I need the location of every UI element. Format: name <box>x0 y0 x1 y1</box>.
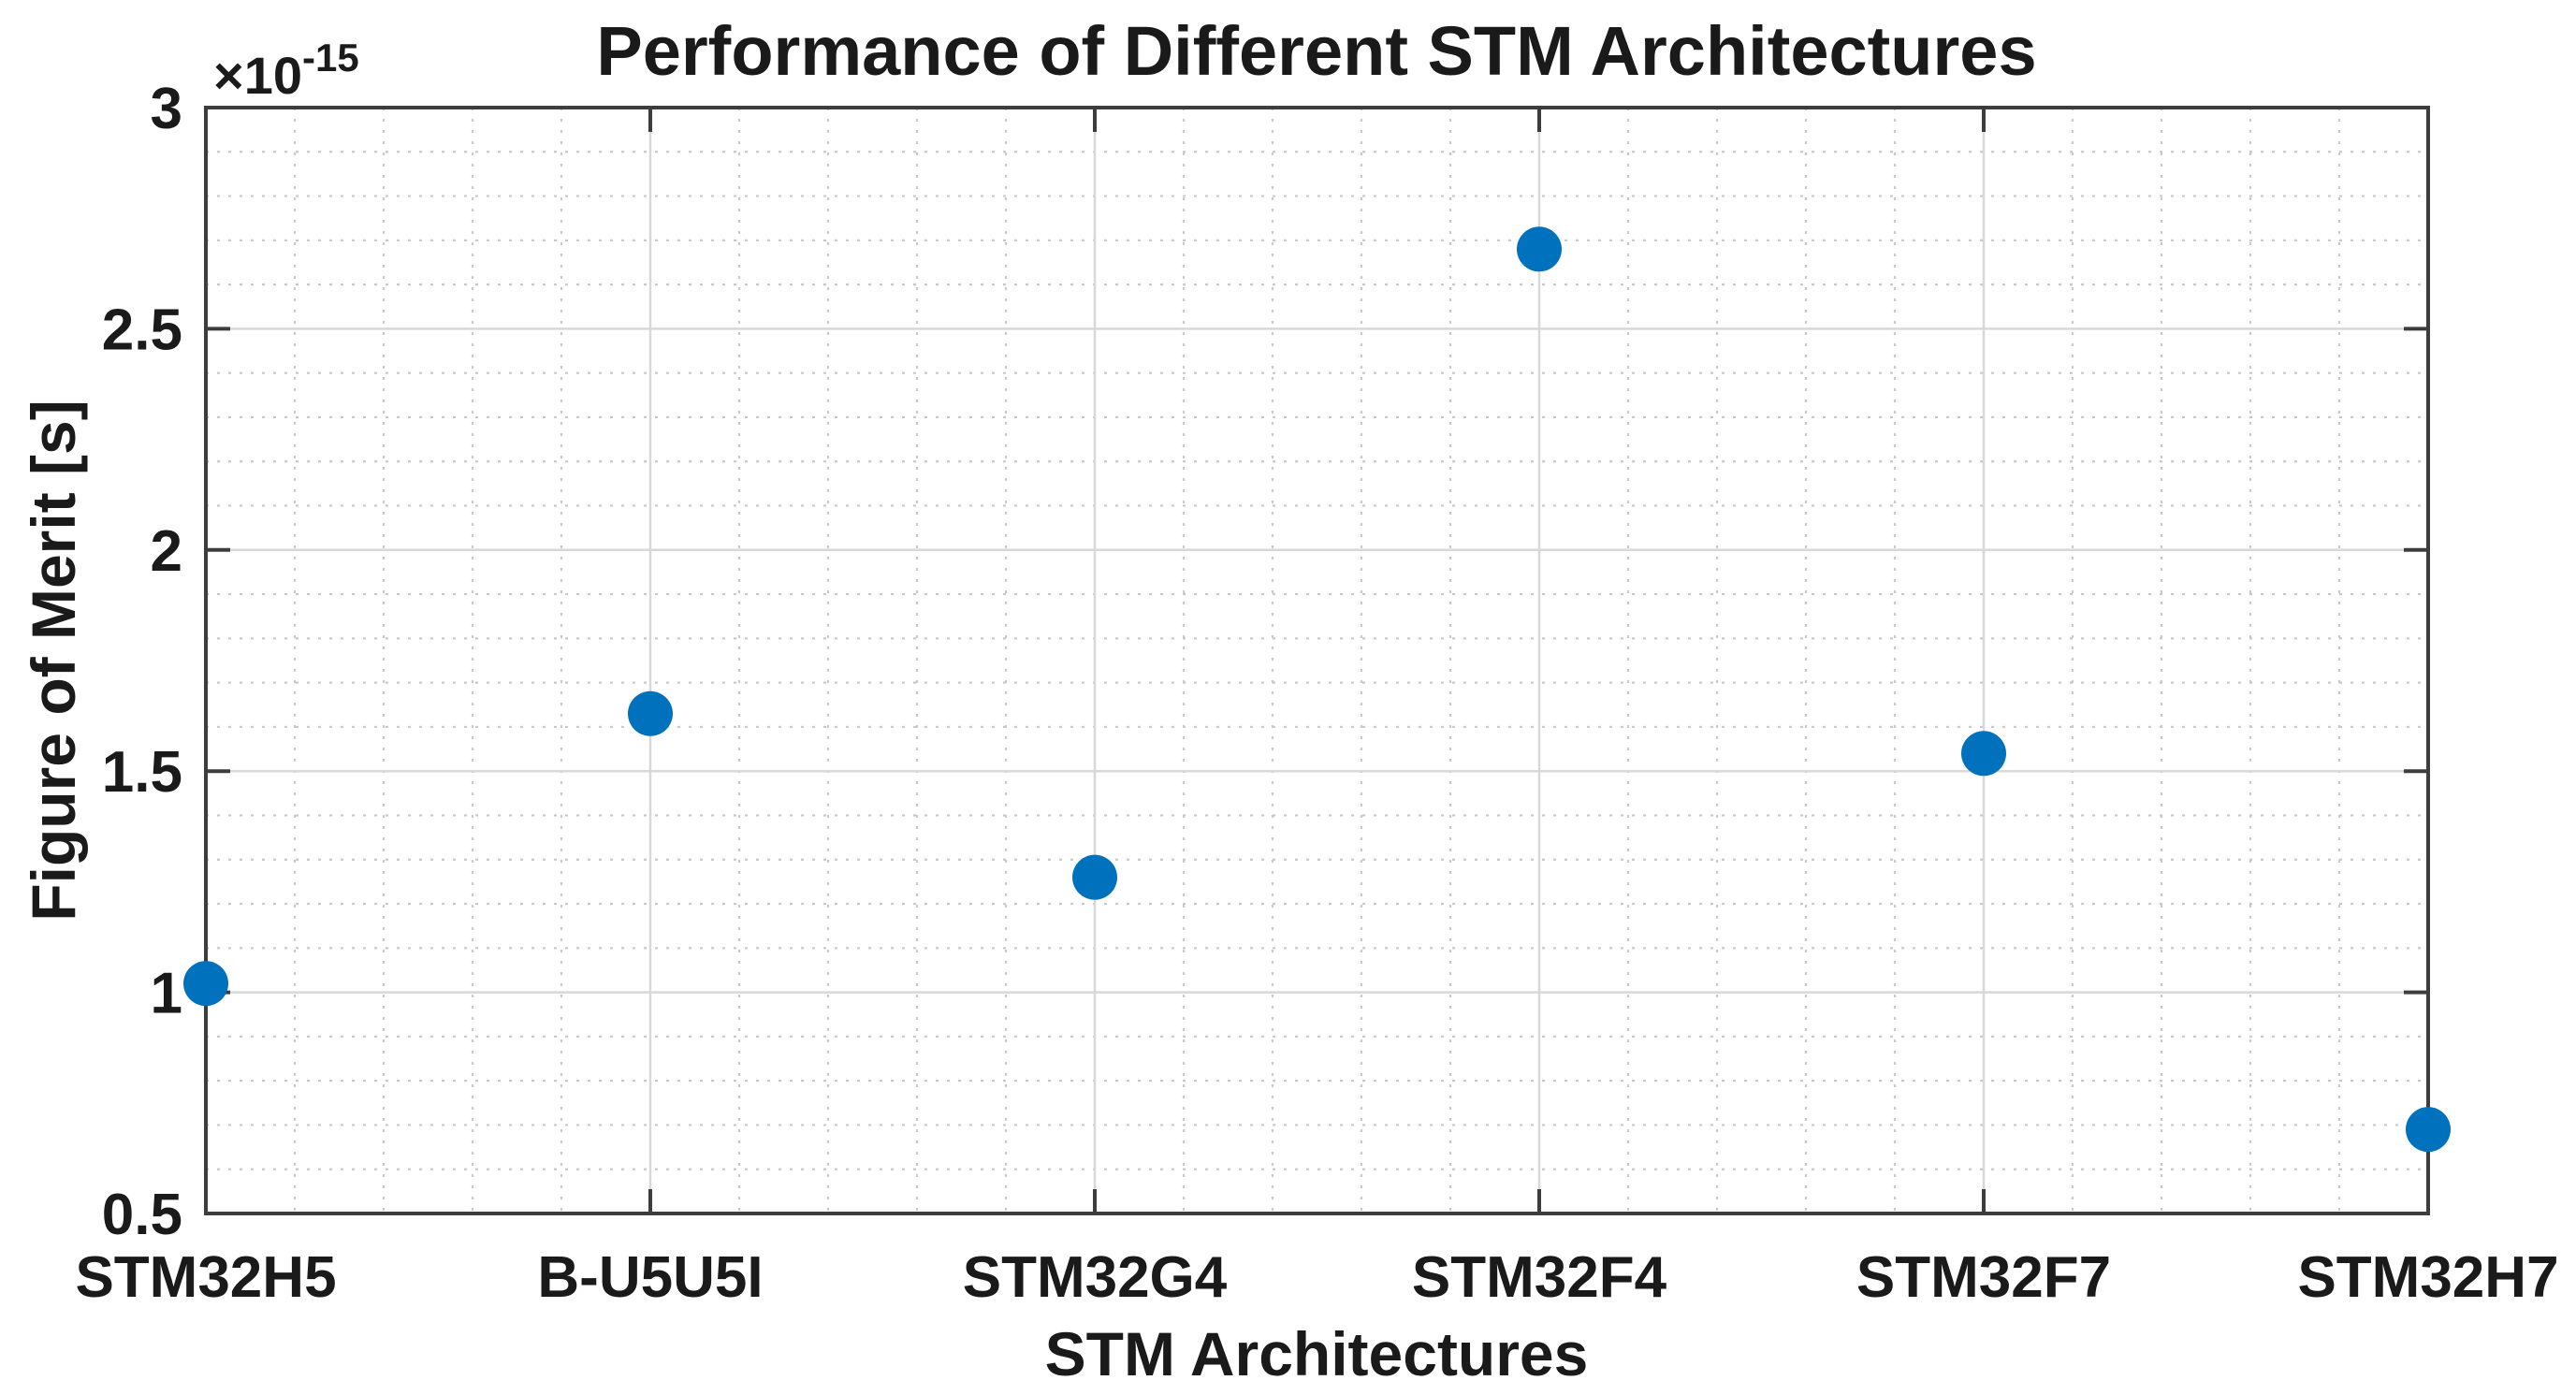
tick-label-layer: 0.5 1 1.5 2 2.5 3 STM32H5 B-U5U5I STM32G4 STM32F4… <box>75 77 2558 1310</box>
x-tick-label: B-U5U5I <box>537 1245 763 1310</box>
y-tick-label: 3 <box>151 77 182 141</box>
y-tick-label: 0.5 <box>102 1183 182 1247</box>
x-tick-label: STM32H5 <box>75 1245 336 1310</box>
data-point-STM32F4 <box>1517 226 1562 272</box>
data-point-STM32H7 <box>2406 1107 2451 1153</box>
y-tick-label: 2 <box>151 519 182 584</box>
x-tick-label: STM32H7 <box>2297 1245 2558 1310</box>
marker-layer <box>183 226 2451 1153</box>
grid-layer <box>206 108 2428 1213</box>
y-tick-label: 1.5 <box>102 740 182 805</box>
x-tick-label: STM32F7 <box>1856 1245 2111 1310</box>
tick-layer <box>204 106 2430 1215</box>
x-tick-label: STM32F4 <box>1412 1245 1667 1310</box>
y-axis-label: Figure of Merit [s] <box>19 400 88 921</box>
data-point-STM32G4 <box>1072 854 1117 900</box>
y-tick-label: 1 <box>151 962 182 1026</box>
x-axis-label: STM Architectures <box>1045 1319 1589 1388</box>
data-point-B-U5U5I <box>628 690 673 736</box>
plot-area-frame <box>204 106 2430 1215</box>
data-point-STM32H5 <box>183 961 228 1007</box>
y-tick-label: 2.5 <box>102 298 182 362</box>
x-tick-label: STM32G4 <box>963 1245 1228 1310</box>
data-point-STM32F7 <box>1961 731 2006 777</box>
y-axis-exponent-power: -15 <box>302 36 359 80</box>
y-axis-exponent-base: ×10 <box>213 46 302 105</box>
y-axis-exponent: ×10-15 <box>213 36 359 105</box>
chart-title: Performance of Different STM Architectur… <box>596 12 2036 90</box>
